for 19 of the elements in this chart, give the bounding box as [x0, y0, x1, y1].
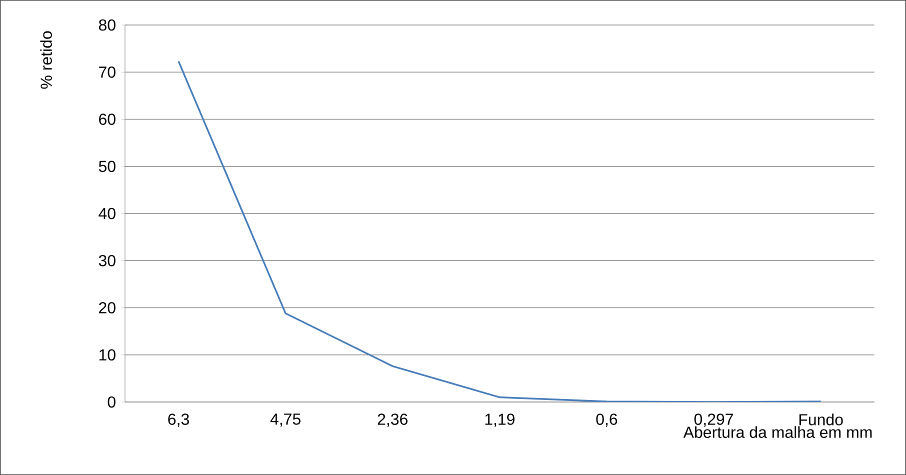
x-tick-label: 0,297 [694, 414, 733, 427]
y-tick-label: 40 [98, 208, 116, 220]
y-tick-label: 80 [98, 19, 116, 31]
x-axis-title: Abertura da malha em mm [683, 426, 872, 438]
x-tick-label: 2,36 [378, 414, 408, 427]
line-series [178, 60, 822, 402]
y-tick-label: 0 [108, 396, 116, 408]
y-tick-label: 50 [98, 160, 116, 172]
x-tick-label: 0,6 [596, 414, 618, 427]
x-tick-label: 1,19 [485, 414, 514, 427]
x-tick-label: 6,3 [168, 414, 189, 427]
x-tick-label: 4,75 [270, 414, 300, 427]
y-tick-label: 60 [99, 114, 116, 125]
y-tick-label: 30 [98, 254, 116, 266]
y-tick-label: 20 [99, 302, 116, 314]
x-tick-label: Fundo [799, 414, 843, 426]
y-tick-label: 10 [99, 349, 116, 361]
y-axis-title: % retido [40, 31, 52, 89]
y-tick-label: 70 [99, 66, 116, 78]
